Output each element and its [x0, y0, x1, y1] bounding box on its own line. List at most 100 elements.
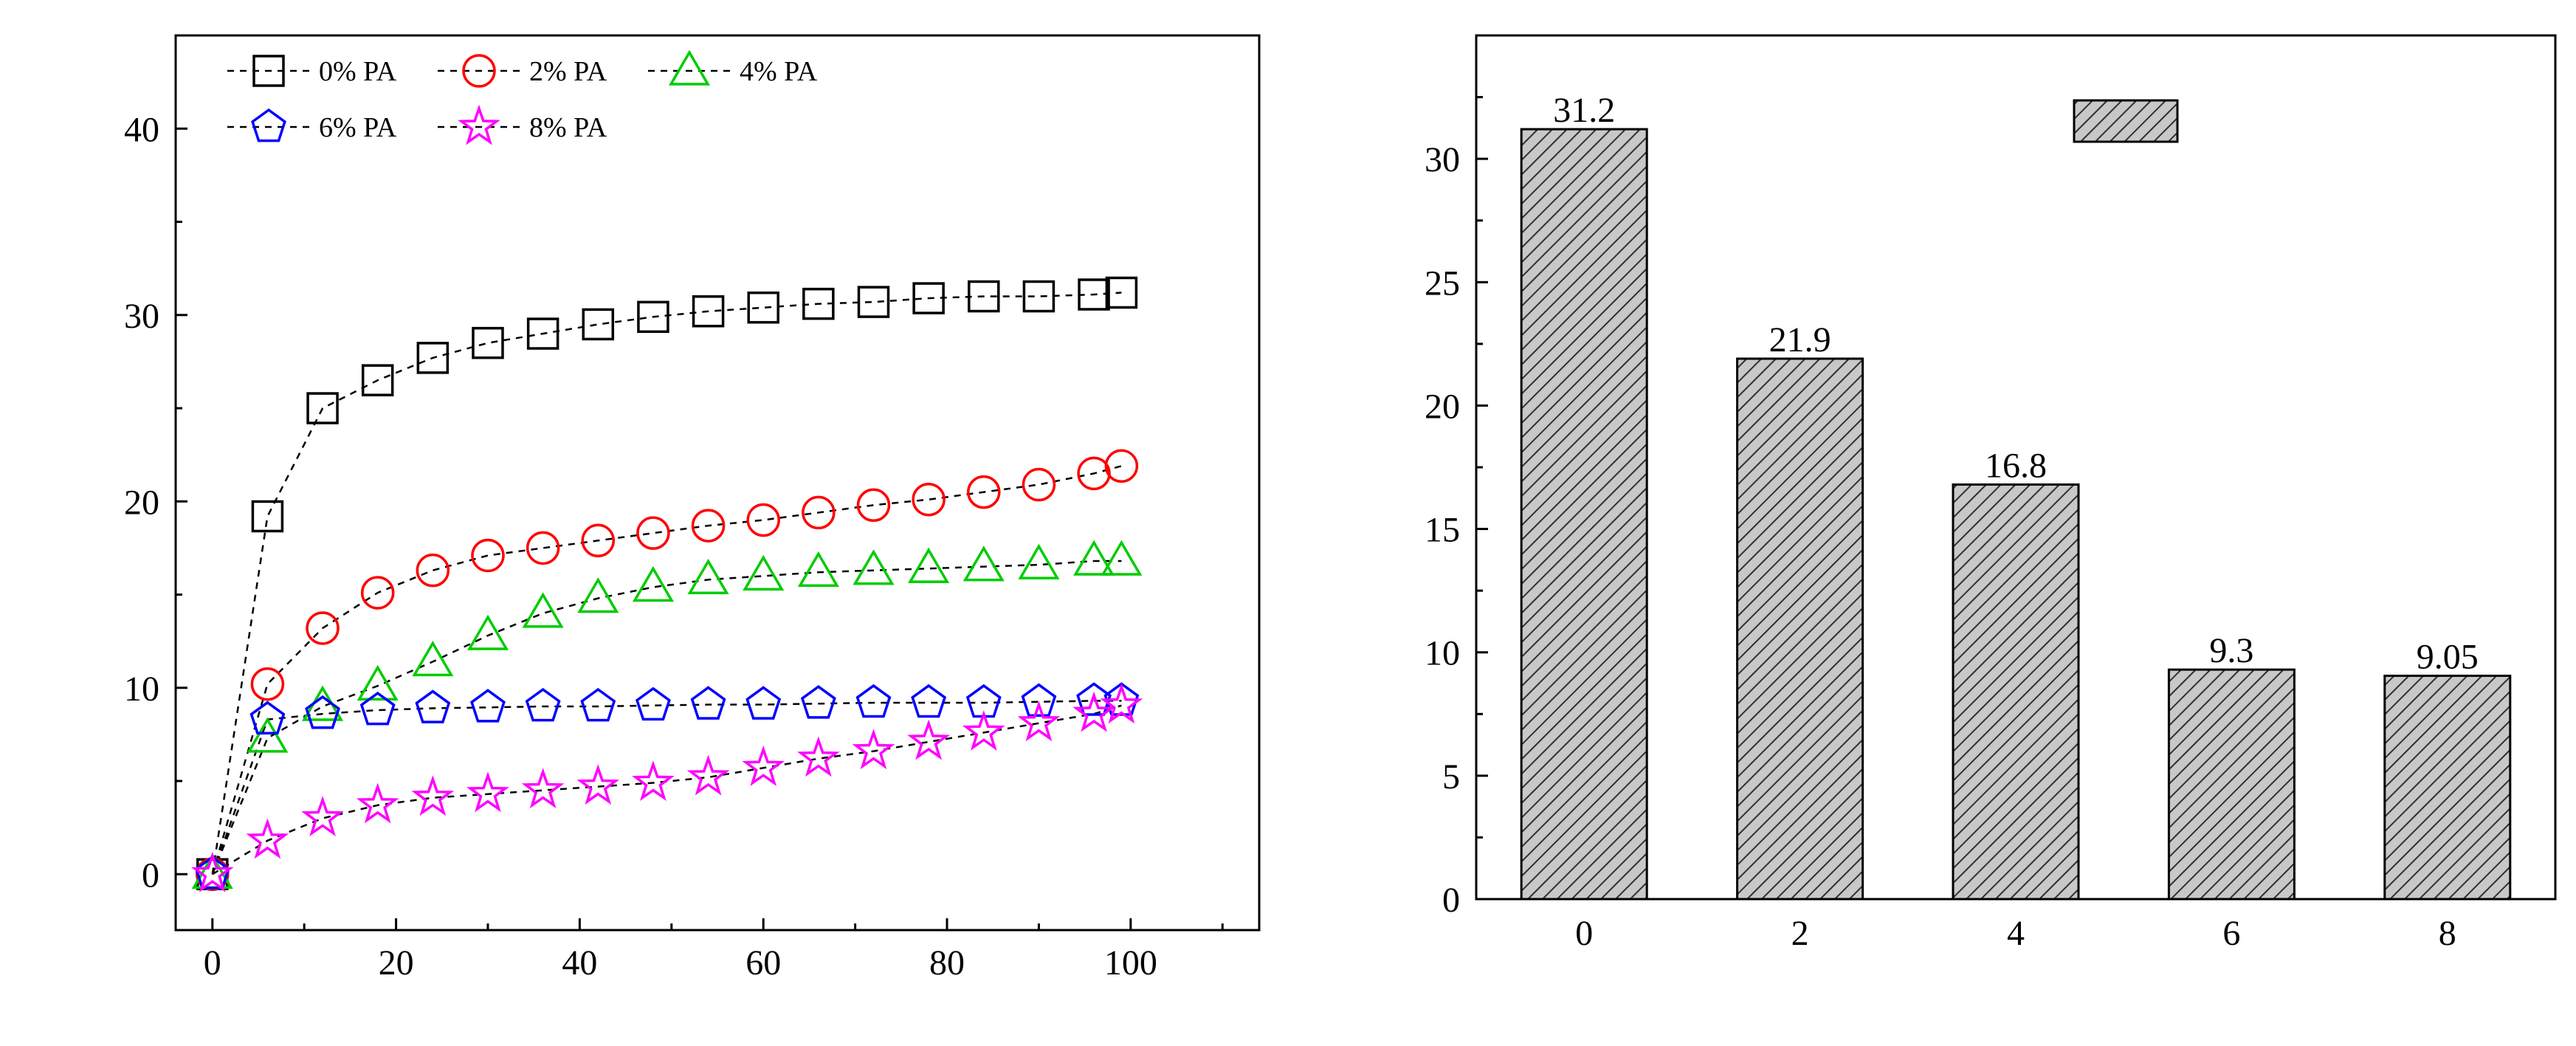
data-point-8-pa — [301, 796, 344, 837]
data-point-8-pa — [190, 851, 234, 892]
x-tick-label-b-6: 6 — [2222, 914, 2240, 953]
data-point-8-pa — [632, 760, 675, 802]
y-tick-label-b-0: 0 — [1442, 881, 1460, 920]
data-point-4-pa — [357, 664, 399, 701]
data-point-2-pa — [636, 516, 670, 550]
data-point-4-pa — [1018, 543, 1060, 579]
data-point-2-pa — [1022, 467, 1056, 502]
x-tick-label-b-8: 8 — [2439, 914, 2456, 953]
series-lines-a — [211, 292, 1122, 875]
legend-marker-6-pa — [251, 108, 286, 142]
y-tick-label-b-5: 5 — [1442, 757, 1460, 796]
data-point-0-pa — [361, 364, 394, 396]
data-point-2-pa — [306, 611, 340, 645]
data-point-6-pa — [415, 689, 451, 723]
x-tick-label-a-0: 0 — [204, 943, 221, 983]
data-point-2-pa — [1104, 449, 1139, 484]
y-tick-label-b-10: 10 — [1425, 634, 1460, 673]
bar-value-labels-b: 31.2 21.9 16.8 9.3 9.05 — [1553, 91, 2479, 676]
data-point-2-pa — [360, 576, 395, 610]
legend-label-0-pa: 0% PA — [319, 56, 397, 87]
data-point-6-pa — [800, 685, 836, 719]
data-point-2-pa — [912, 482, 946, 517]
bar-pa-6 — [2167, 668, 2296, 901]
bar-value-label-pa-0: 31.2 — [1553, 91, 1615, 130]
legend-label-4-pa: 4% PA — [740, 56, 818, 87]
legend-label-2-pa: 2% PA — [529, 56, 607, 87]
data-point-8-pa — [411, 775, 455, 816]
data-point-8-pa — [576, 764, 620, 805]
data-point-0-pa — [582, 308, 615, 341]
data-point-2-pa — [1077, 456, 1111, 491]
y-tick-label-b-15: 15 — [1425, 511, 1460, 550]
data-point-8-pa — [1017, 701, 1061, 742]
data-point-4-pa — [412, 640, 454, 677]
data-point-6-pa — [249, 701, 286, 735]
data-point-0-pa — [1022, 280, 1055, 313]
data-point-6-pa — [580, 687, 616, 722]
plot-frame-a — [174, 34, 1261, 932]
legend-b — [2073, 99, 2179, 143]
data-point-8-pa — [246, 818, 289, 859]
data-point-6-pa — [305, 695, 340, 729]
series-line-8-pa — [212, 704, 1122, 875]
data-point-4-pa — [577, 577, 619, 613]
data-point-0-pa — [802, 287, 835, 320]
data-point-2-pa — [856, 488, 891, 523]
data-point-4-pa — [797, 551, 839, 587]
data-point-8-pa — [686, 754, 730, 796]
y-tick-label-a-30: 30 — [124, 297, 159, 336]
x-tick-label-a-60: 60 — [745, 943, 781, 983]
data-point-4-pa — [908, 547, 950, 583]
data-point-0-pa — [1078, 278, 1110, 311]
data-point-4-pa — [247, 717, 289, 753]
x-tick-label-a-100: 100 — [1104, 943, 1157, 983]
series-line-6-pa — [211, 700, 1122, 875]
data-point-8-pa — [1100, 683, 1143, 724]
data-point-0-pa — [472, 326, 504, 359]
y-tick-label-b-25: 25 — [1425, 264, 1460, 303]
data-point-6-pa — [470, 689, 506, 723]
data-point-0-pa — [968, 280, 1000, 313]
data-point-8-pa — [1072, 691, 1115, 732]
data-point-8-pa — [797, 736, 840, 777]
data-point-0-pa — [526, 317, 559, 350]
data-point-6-pa — [359, 691, 396, 726]
data-point-2-pa — [250, 667, 285, 701]
data-point-6-pa — [525, 687, 561, 722]
y-tick-label-a-40: 40 — [124, 110, 159, 149]
series-line-0-pa — [211, 292, 1122, 875]
data-point-4-pa — [687, 558, 729, 595]
data-point-6-pa — [635, 687, 671, 721]
data-point-4-pa — [1073, 540, 1115, 576]
bar-pa-8 — [2383, 674, 2512, 901]
x-tick-label-a-40: 40 — [562, 943, 597, 983]
data-point-2-pa — [471, 538, 505, 573]
y-tick-label-a-20: 20 — [124, 483, 159, 522]
series-line-2-pa — [211, 465, 1122, 875]
axis-ticks-a: 0 20 40 60 80 100 0 10 20 30 40 — [124, 110, 1224, 983]
legend-marker-0-pa — [252, 55, 285, 87]
data-point-4-pa — [743, 554, 785, 591]
chart-panel-a: 0 20 40 60 80 100 0 10 20 30 40 0% PA 2% PA 4% PA 6% … — [124, 34, 1261, 983]
legend-label-6-pa: 6% PA — [319, 112, 397, 143]
data-point-0-pa — [857, 286, 890, 318]
data-point-0-pa — [692, 295, 725, 328]
data-point-6-pa — [855, 684, 892, 718]
bar-value-label-pa-6: 9.3 — [2209, 631, 2253, 670]
legend-a: 0% PA 2% PA 4% PA 6% PA 8% PA — [227, 49, 818, 145]
data-point-8-pa — [356, 782, 399, 824]
data-point-0-pa — [251, 500, 284, 533]
data-point-2-pa — [802, 495, 836, 530]
data-point-8-pa — [466, 771, 509, 813]
data-point-6-pa — [1021, 683, 1057, 718]
data-point-8-pa — [907, 719, 950, 760]
data-point-4-pa — [522, 592, 564, 628]
chart-panel-b: 0 5 10 15 20 25 30 0 2 4 6 8 31.2 21.9 16.8 9.3 9.05 — [1425, 34, 2557, 953]
data-point-8-pa — [852, 729, 895, 770]
bar-pa-4 — [1952, 483, 2080, 901]
x-tick-label-a-20: 20 — [379, 943, 414, 983]
data-point-4-pa — [1101, 540, 1143, 576]
data-point-8-pa — [962, 710, 1005, 751]
